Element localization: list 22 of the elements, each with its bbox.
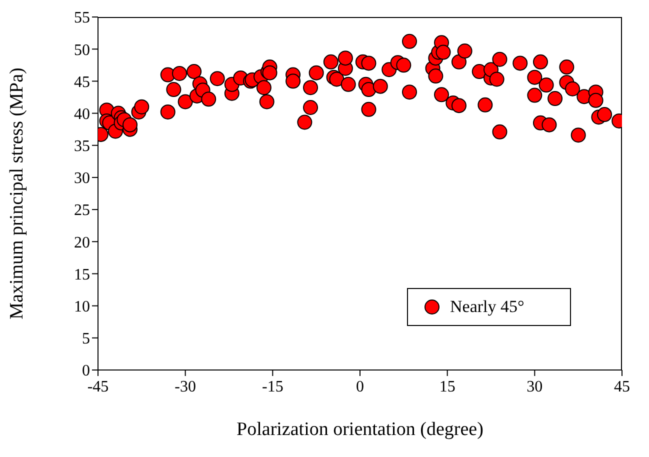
- y-tick-label: 0: [82, 362, 90, 380]
- x-tick-label: 30: [526, 378, 543, 396]
- y-tick-label: 20: [74, 234, 90, 252]
- y-tick-label: 45: [74, 74, 90, 91]
- y-tick-label: 25: [74, 202, 90, 220]
- x-tick-label: 45: [614, 378, 630, 396]
- y-tick-label: 40: [74, 106, 90, 123]
- x-tick-label: 15: [439, 378, 456, 396]
- x-axis-title: Polarization orientation (degree): [236, 419, 484, 440]
- y-tick-label: 15: [74, 266, 90, 284]
- y-tick-label: 50: [74, 42, 90, 59]
- y-tick-label: 5: [82, 330, 90, 348]
- y-tick-label: 35: [74, 138, 90, 156]
- y-tick-label: 55: [74, 10, 90, 27]
- legend-label: Nearly 45°: [450, 297, 524, 317]
- x-tick-label: 0: [356, 378, 364, 396]
- x-tick-label: -30: [174, 378, 196, 396]
- y-axis-title: Maximum principal stress (MPa): [6, 68, 28, 320]
- x-tick-label: -45: [87, 378, 109, 396]
- x-tick-label: -15: [262, 378, 284, 396]
- y-tick-label: 30: [74, 170, 90, 188]
- y-tick-label: 10: [74, 298, 90, 316]
